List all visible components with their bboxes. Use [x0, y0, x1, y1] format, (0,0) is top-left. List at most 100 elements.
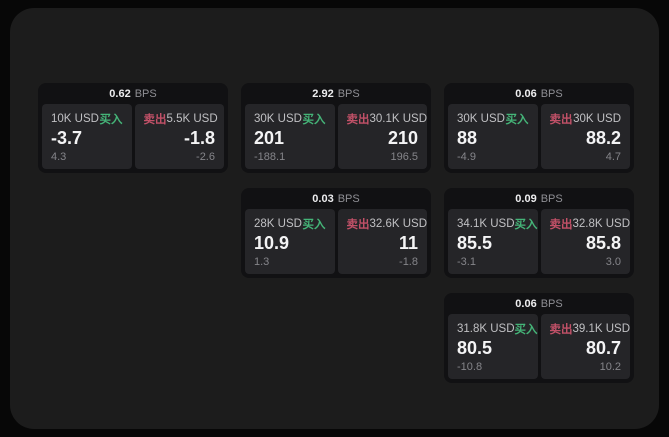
- sell-amount: 30.1K USD: [369, 113, 428, 125]
- bps-unit-label: BPS: [540, 192, 563, 205]
- quote-panels: 30K USD 买入 88 -4.9 卖出 30K USD 88.2 4.7: [448, 104, 630, 169]
- sell-price: -1.8: [183, 128, 215, 149]
- buy-quote-panel[interactable]: 31.8K USD 买入 80.5 -10.8: [448, 314, 538, 379]
- buy-sub-value: -4.9: [457, 150, 476, 163]
- buy-tag: 买入: [302, 114, 326, 126]
- sell-quote-panel[interactable]: 卖出 30K USD 88.2 4.7: [540, 104, 630, 169]
- sell-meta-row: 卖出 5.5K USD: [143, 111, 218, 127]
- buy-tag: 买入: [514, 324, 538, 336]
- buy-price: 10.9: [254, 233, 290, 254]
- bps-unit-label: BPS: [540, 297, 563, 310]
- buy-price: 88: [457, 128, 478, 149]
- buy-meta-row: 34.1K USD 买入: [457, 216, 538, 232]
- quote-card: 0.06 BPS 31.8K USD 买入 80.5 -10.8 卖出 39.1…: [444, 293, 634, 383]
- sell-meta-row: 卖出 32.8K USD: [549, 216, 631, 232]
- quote-card: 0.09 BPS 34.1K USD 买入 85.5 -3.1 卖出 32.8K…: [444, 188, 634, 278]
- buy-quote-panel[interactable]: 28K USD 买入 10.9 1.3: [245, 209, 335, 274]
- buy-amount: 28K USD: [254, 218, 302, 230]
- sell-tag: 卖出: [549, 219, 573, 231]
- sell-price: 80.7: [585, 338, 621, 359]
- sell-amount: 39.1K USD: [572, 323, 631, 335]
- bps-value: 0.06: [515, 297, 537, 310]
- buy-amount: 30K USD: [457, 113, 505, 125]
- sell-meta-row: 卖出 39.1K USD: [549, 321, 631, 337]
- sell-tag: 卖出: [549, 114, 573, 126]
- sell-price: 210: [387, 128, 418, 149]
- sell-sub-value: 10.2: [599, 360, 621, 373]
- buy-sub-value: -10.8: [457, 360, 483, 373]
- buy-meta-row: 30K USD 买入: [457, 111, 529, 127]
- quote-panels: 10K USD 买入 -3.7 4.3 卖出 5.5K USD -1.8 -2.…: [42, 104, 224, 169]
- buy-sub-value: 1.3: [254, 255, 270, 268]
- card-header: 0.62 BPS: [42, 83, 224, 104]
- bps-value: 2.92: [312, 87, 334, 100]
- bps-value: 0.09: [515, 192, 537, 205]
- buy-price: 85.5: [457, 233, 493, 254]
- quote-card: 2.92 BPS 30K USD 买入 201 -188.1 卖出 30.1K …: [241, 83, 431, 173]
- buy-amount: 30K USD: [254, 113, 302, 125]
- sell-amount: 5.5K USD: [166, 113, 218, 125]
- sell-quote-panel[interactable]: 卖出 32.8K USD 85.8 3.0: [540, 209, 631, 274]
- sell-tag: 卖出: [549, 324, 573, 336]
- bps-value: 0.62: [109, 87, 131, 100]
- sell-quote-panel[interactable]: 卖出 39.1K USD 80.7 10.2: [540, 314, 631, 379]
- quote-panels: 28K USD 买入 10.9 1.3 卖出 32.6K USD 11 -1.8: [245, 209, 427, 274]
- sell-sub-value: -2.6: [196, 150, 215, 163]
- sell-sub-value: 4.7: [605, 150, 621, 163]
- quote-card: 0.03 BPS 28K USD 买入 10.9 1.3 卖出 32.6K US…: [241, 188, 431, 278]
- bps-unit-label: BPS: [134, 87, 157, 100]
- sell-price: 88.2: [585, 128, 621, 149]
- buy-tag: 买入: [505, 114, 529, 126]
- sell-price: 85.8: [585, 233, 621, 254]
- quote-panels: 31.8K USD 买入 80.5 -10.8 卖出 39.1K USD 80.…: [448, 314, 630, 379]
- buy-sub-value: -3.1: [457, 255, 476, 268]
- buy-amount: 10K USD: [51, 113, 99, 125]
- card-header: 0.06 BPS: [448, 83, 630, 104]
- sell-tag: 卖出: [346, 114, 370, 126]
- card-header: 0.09 BPS: [448, 188, 630, 209]
- quote-card: 0.06 BPS 30K USD 买入 88 -4.9 卖出 30K USD 8…: [444, 83, 634, 173]
- card-header: 0.06 BPS: [448, 293, 630, 314]
- bps-unit-label: BPS: [337, 87, 360, 100]
- buy-amount: 34.1K USD: [457, 218, 515, 230]
- sell-meta-row: 卖出 30.1K USD: [346, 111, 428, 127]
- sell-sub-value: -1.8: [399, 255, 418, 268]
- sell-quote-panel[interactable]: 卖出 32.6K USD 11 -1.8: [337, 209, 428, 274]
- sell-tag: 卖出: [143, 114, 167, 126]
- quote-panels: 34.1K USD 买入 85.5 -3.1 卖出 32.8K USD 85.8…: [448, 209, 630, 274]
- bps-unit-label: BPS: [337, 192, 360, 205]
- buy-quote-panel[interactable]: 30K USD 买入 201 -188.1: [245, 104, 335, 169]
- bps-unit-label: BPS: [540, 87, 563, 100]
- card-header: 0.03 BPS: [245, 188, 427, 209]
- quote-card: 0.62 BPS 10K USD 买入 -3.7 4.3 卖出 5.5K USD…: [38, 83, 228, 173]
- buy-price: -3.7: [51, 128, 83, 149]
- buy-meta-row: 28K USD 买入: [254, 216, 326, 232]
- buy-tag: 买入: [99, 114, 123, 126]
- sell-amount: 32.8K USD: [572, 218, 631, 230]
- buy-tag: 买入: [514, 219, 538, 231]
- sell-price: 11: [398, 233, 418, 254]
- buy-quote-panel[interactable]: 34.1K USD 买入 85.5 -3.1: [448, 209, 538, 274]
- buy-quote-panel[interactable]: 30K USD 买入 88 -4.9: [448, 104, 538, 169]
- buy-meta-row: 30K USD 买入: [254, 111, 326, 127]
- bps-value: 0.03: [312, 192, 334, 205]
- buy-tag: 买入: [302, 219, 326, 231]
- buy-price: 201: [254, 128, 285, 149]
- buy-sub-value: 4.3: [51, 150, 67, 163]
- app-window: 0.62 BPS 10K USD 买入 -3.7 4.3 卖出 5.5K USD…: [10, 8, 659, 429]
- card-header: 2.92 BPS: [245, 83, 427, 104]
- sell-amount: 32.6K USD: [369, 218, 428, 230]
- buy-sub-value: -188.1: [254, 150, 286, 163]
- quote-panels: 30K USD 买入 201 -188.1 卖出 30.1K USD 210 1…: [245, 104, 427, 169]
- quote-card-grid: 0.62 BPS 10K USD 买入 -3.7 4.3 卖出 5.5K USD…: [38, 83, 634, 383]
- sell-quote-panel[interactable]: 卖出 30.1K USD 210 196.5: [337, 104, 428, 169]
- buy-quote-panel[interactable]: 10K USD 买入 -3.7 4.3: [42, 104, 132, 169]
- bps-value: 0.06: [515, 87, 537, 100]
- sell-meta-row: 卖出 30K USD: [550, 111, 622, 127]
- buy-meta-row: 10K USD 买入: [51, 111, 123, 127]
- buy-meta-row: 31.8K USD 买入: [457, 321, 538, 337]
- sell-meta-row: 卖出 32.6K USD: [347, 216, 428, 232]
- sell-amount: 30K USD: [573, 113, 621, 125]
- buy-amount: 31.8K USD: [457, 323, 515, 335]
- sell-quote-panel[interactable]: 卖出 5.5K USD -1.8 -2.6: [134, 104, 224, 169]
